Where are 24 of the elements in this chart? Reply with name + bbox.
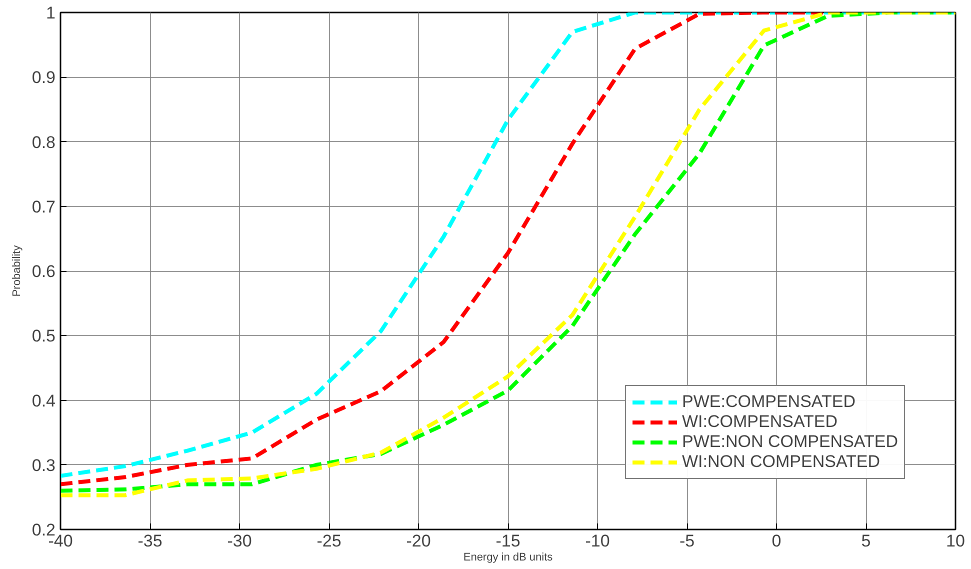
x-tick-label: 0 [772, 532, 782, 550]
x-tick-label: -15 [496, 532, 520, 550]
x-tick-label: -5 [679, 532, 695, 550]
y-tick-label: 0.3 [32, 456, 56, 475]
x-tick-label: -35 [138, 532, 162, 550]
legend-label: WI:NON COMPENSATED [682, 452, 880, 472]
legend-label: WI:COMPENSATED [682, 412, 838, 432]
x-tick-label: 10 [946, 532, 965, 550]
y-tick-label: 0.9 [32, 68, 56, 88]
y-tick-label: 1 [46, 4, 56, 22]
y-tick-label: 0.8 [32, 132, 56, 152]
y-tick-label: 0.6 [32, 262, 56, 281]
y-tick-label: 0.7 [32, 197, 56, 216]
x-axis-title: Energy in dB units [463, 552, 554, 564]
x-tick-label: -20 [406, 532, 431, 550]
legend-label: PWE:NON COMPENSATED [682, 432, 898, 452]
x-tick-label: -30 [227, 532, 252, 550]
y-tick-label: 0.5 [32, 326, 56, 346]
y-axis-title: Probability [10, 244, 23, 297]
x-tick-label: -10 [585, 532, 610, 550]
x-tick-label: 5 [861, 532, 871, 550]
legend-label: PWE:COMPENSATED [682, 392, 856, 412]
y-tick-label: 0.4 [32, 391, 56, 410]
x-tick-label: -25 [316, 532, 342, 550]
